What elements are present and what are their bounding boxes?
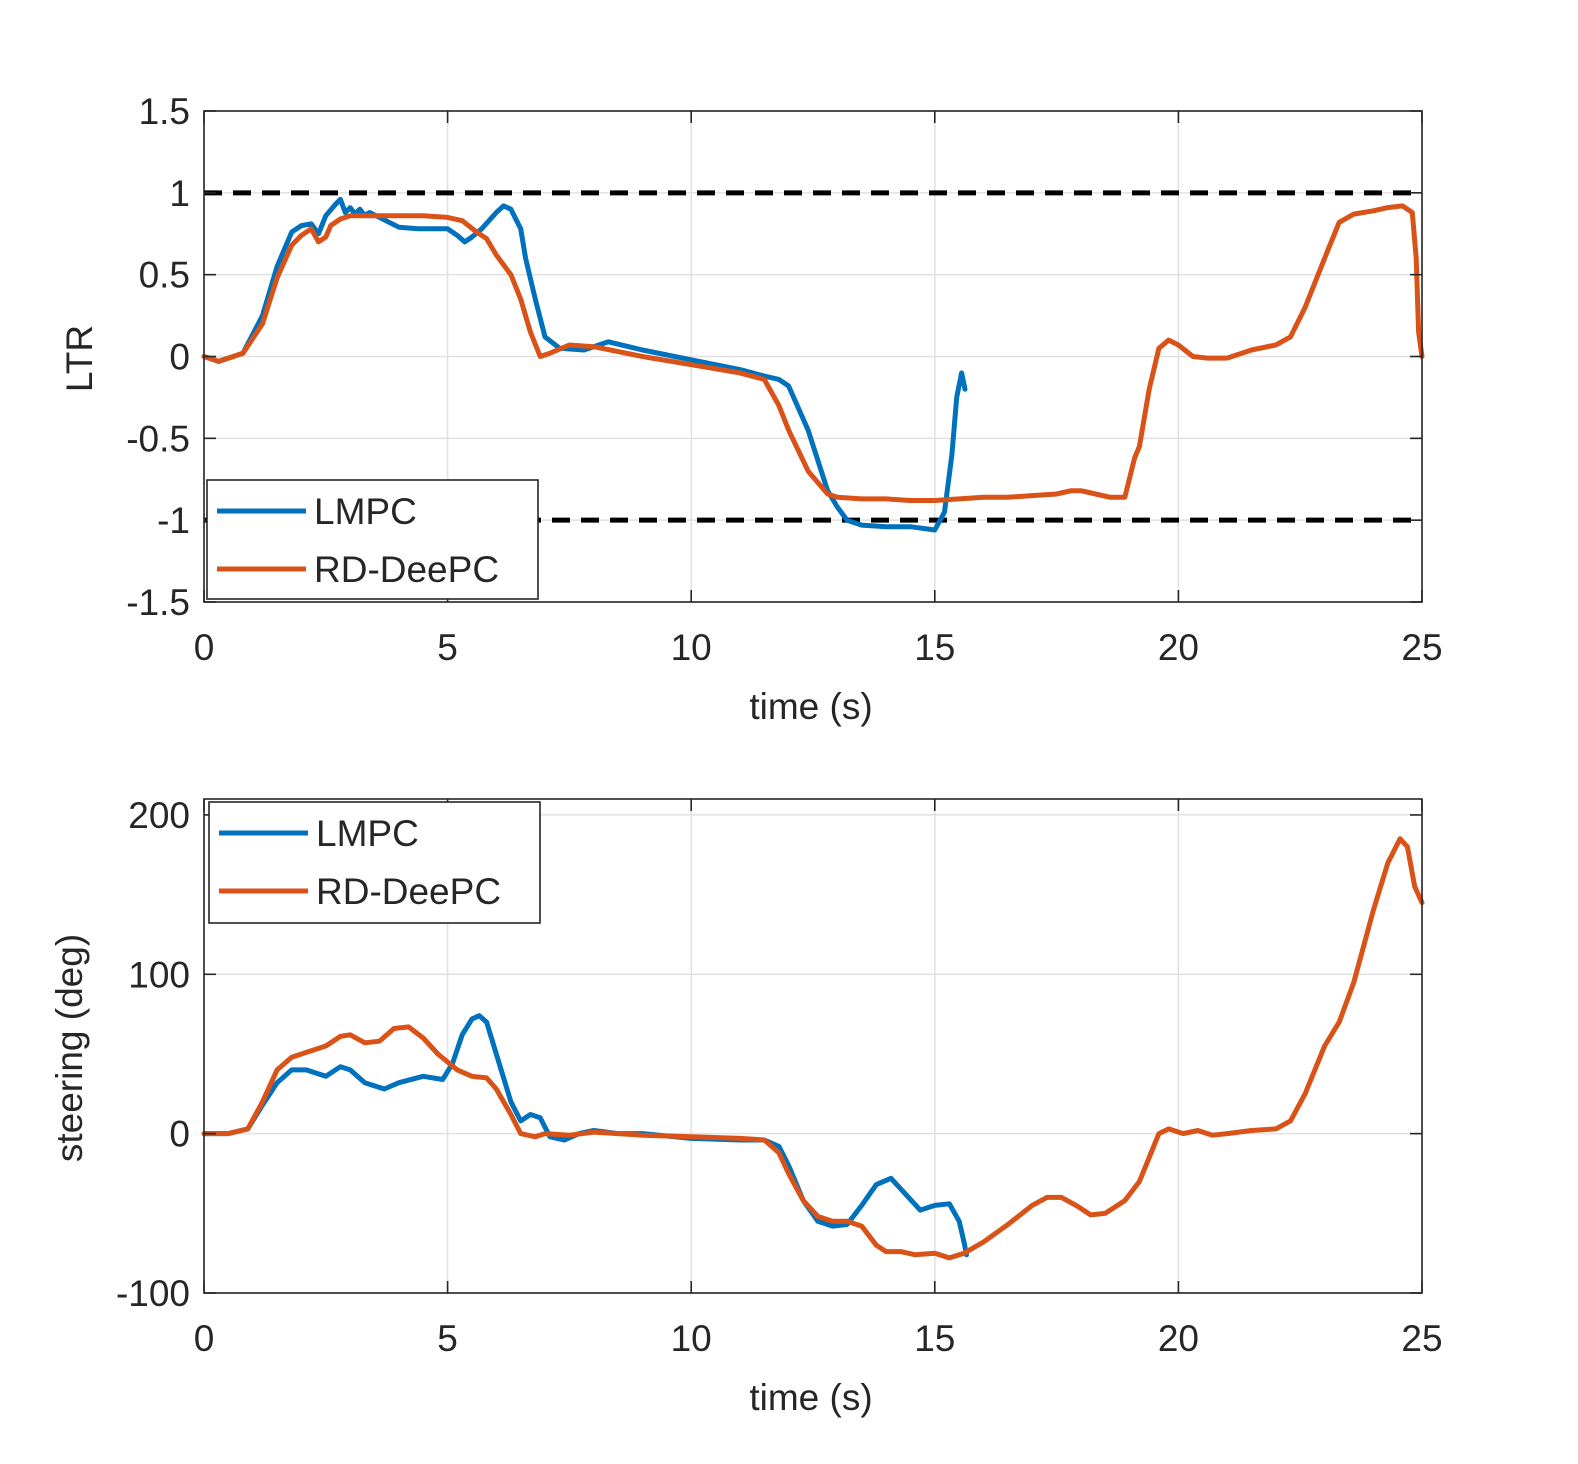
y-tick-label: 200: [128, 795, 190, 836]
x-tick-label: 0: [194, 1318, 215, 1359]
series-line-lmpc: [201, 196, 968, 533]
x-tick-label: 10: [671, 1318, 712, 1359]
chart-ltr: 0 5 10 15 20 25 -1.5 -1 -0.5 0 0.5 1 1.5 time (s) LTR L…: [59, 91, 1443, 727]
y-axis-label: LTR: [59, 325, 100, 392]
legend: LMPC RD-DeePC: [208, 801, 541, 924]
y-tick-label: 0: [169, 337, 190, 378]
y-tick-label: -100: [116, 1273, 190, 1314]
series-line-lmpc: [201, 1013, 969, 1258]
y-tick-label: 1.5: [139, 91, 190, 132]
x-tick-label: 5: [437, 627, 458, 668]
series-line-rd-deepc: [201, 836, 1425, 1261]
series-line-rd-deepc: [201, 203, 1425, 503]
y-tick-label: 100: [128, 954, 190, 995]
y-tick-label: -1: [157, 500, 190, 541]
x-tick-label: 25: [1401, 627, 1442, 668]
y-tick-label: -1.5: [126, 582, 190, 623]
axes-box: [203, 798, 1423, 1294]
x-axis-label: time (s): [749, 1377, 872, 1418]
x-tick-label: 0: [194, 627, 215, 668]
legend-label-lmpc: LMPC: [314, 491, 417, 532]
legend-label-rd-deepc: RD-DeePC: [314, 549, 499, 590]
x-tick-label: 15: [914, 1318, 955, 1359]
x-tick-label: 20: [1158, 627, 1199, 668]
legend-box: [206, 479, 539, 600]
x-tick-label: 20: [1158, 1318, 1199, 1359]
y-tick-label: 1: [169, 173, 190, 214]
x-tick-label: 10: [671, 627, 712, 668]
x-tick-label: 15: [914, 627, 955, 668]
y-tick-label: 0: [169, 1114, 190, 1155]
legend-box: [208, 801, 541, 924]
y-tick-label: -0.5: [126, 418, 190, 459]
x-tick-label: 5: [437, 1318, 458, 1359]
legend: LMPC RD-DeePC: [206, 479, 539, 600]
x-axis-label: time (s): [749, 686, 872, 727]
x-tick-label: 25: [1401, 1318, 1442, 1359]
legend-label-lmpc: LMPC: [316, 813, 419, 854]
y-axis-label: steering (deg): [49, 934, 90, 1162]
legend-label-rd-deepc: RD-DeePC: [316, 871, 501, 912]
y-tick-label: 0.5: [139, 255, 190, 296]
